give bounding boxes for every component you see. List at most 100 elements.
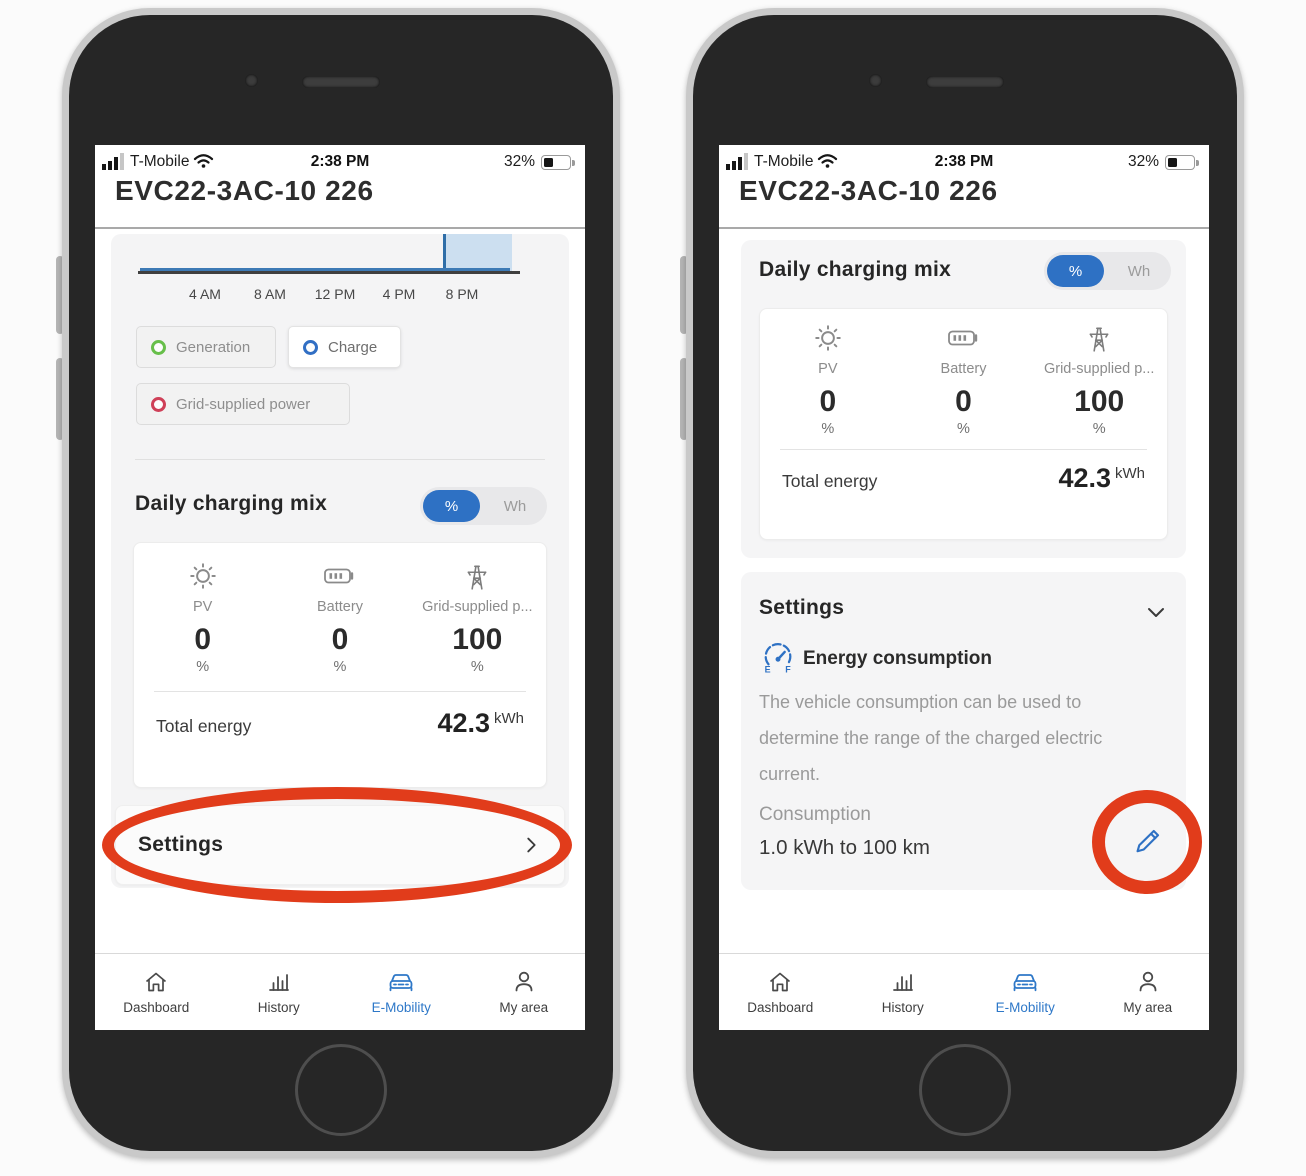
mix-value: 0: [955, 385, 972, 418]
sun-icon: [134, 559, 271, 593]
status-time: 2:38 PM: [934, 153, 994, 170]
nav-item-history[interactable]: History: [218, 954, 341, 1030]
mix-column-grid: Grid-supplied p... 100 %: [409, 559, 546, 675]
home-button: [919, 1044, 1011, 1136]
charge-dot-icon: [303, 339, 318, 355]
car-icon: [1013, 974, 1037, 992]
person-icon: [1139, 971, 1157, 992]
toggle-percent-option[interactable]: %: [1047, 255, 1104, 287]
right-screen: T-Mobile 2:38 PM 32% EVC22-3AC-10 226 Da…: [719, 145, 1209, 1030]
home-icon: [146, 972, 167, 992]
page-title: EVC22-3AC-10 226: [115, 175, 374, 206]
svg-text:F: F: [785, 665, 791, 675]
legend-label: Charge: [328, 338, 378, 356]
speaker-grille: [926, 76, 1004, 88]
nav-label: E-Mobility: [371, 1000, 431, 1015]
mix-unit: %: [1092, 421, 1106, 437]
energy-consumption-title: Energy consumption: [803, 648, 992, 669]
mix-value: 0: [819, 385, 837, 418]
section-divider: [135, 459, 545, 460]
card-divider: [154, 691, 526, 692]
mix-value: 0: [331, 623, 349, 656]
person-icon: [515, 971, 533, 992]
x-tick: 8 PM: [445, 286, 479, 302]
nav-item-history[interactable]: History: [842, 954, 965, 1030]
energy-consumption-description: The vehicle consumption can be used to d…: [759, 692, 1103, 784]
mix-value: 0: [194, 623, 211, 656]
daily-charging-mix-heading: Daily charging mix: [135, 492, 328, 515]
mix-label: Battery: [940, 361, 987, 377]
nav-item-my-area[interactable]: My area: [463, 954, 586, 1030]
mix-unit: %: [821, 421, 835, 437]
carrier-label: T-Mobile: [130, 153, 190, 170]
svg-text:E: E: [765, 665, 771, 675]
toggle-wh-option[interactable]: Wh: [1127, 262, 1151, 280]
legend-button-charge[interactable]: Charge: [288, 326, 401, 368]
chevron-down-icon[interactable]: [1144, 600, 1168, 624]
nav-label: History: [257, 1000, 300, 1015]
grid-dot-icon: [151, 396, 166, 412]
legend-button-grid-supplied-power[interactable]: Grid-supplied power: [136, 383, 350, 425]
signal-strength-icon: [726, 153, 748, 170]
daily-mix-section: Daily charging mix % Wh: [741, 240, 1186, 558]
left-phone: T-Mobile 2:38 PM 32% EVC22-3AC-10 226: [62, 8, 620, 1158]
chart-charge-edge: [443, 234, 446, 271]
battery-icon: [1165, 155, 1199, 170]
car-icon: [389, 974, 413, 992]
left-screen: T-Mobile 2:38 PM 32% EVC22-3AC-10 226: [95, 145, 585, 1030]
x-tick: 4 PM: [382, 286, 416, 302]
wifi-icon: [817, 154, 838, 168]
nav-item-emobility[interactable]: E-Mobility: [964, 954, 1087, 1030]
legend-label: Generation: [176, 338, 251, 356]
bottom-nav: Dashboard History: [95, 953, 585, 1030]
volume-up-button: [680, 256, 688, 334]
carrier-label: T-Mobile: [754, 153, 814, 170]
mix-unit: %: [333, 659, 347, 675]
mix-column-pv: PV 0 %: [134, 559, 271, 675]
mix-column-battery: Battery 0 %: [271, 559, 408, 675]
page-title: EVC22-3AC-10 226: [739, 175, 998, 206]
battery-icon: [896, 321, 1032, 355]
daily-mix-card: PV 0 %: [133, 542, 547, 788]
consumption-value: 1.0 kWh to 100 km: [759, 836, 930, 859]
battery-percent: 32%: [503, 153, 535, 170]
mix-unit: %: [196, 659, 210, 675]
nav-label: Dashboard: [123, 1000, 190, 1015]
status-bar: T-Mobile 2:38 PM 32%: [95, 145, 585, 175]
annotation-circle: [1092, 790, 1202, 894]
nav-item-my-area[interactable]: My area: [1087, 954, 1210, 1030]
x-tick: 4 AM: [189, 286, 221, 302]
legend-button-generation[interactable]: Generation: [136, 326, 276, 368]
total-energy-value: 42.3 kWh: [437, 708, 524, 738]
content-panel: 4 AM 8 AM 12 PM 4 PM 8 PM Generation Cha…: [111, 234, 569, 888]
daily-charging-mix-heading: Daily charging mix: [759, 258, 952, 281]
volume-down-button: [56, 358, 64, 440]
header-divider: [95, 227, 585, 229]
battery-percent: 32%: [1127, 153, 1159, 170]
daily-mix-card: PV 0 %: [759, 308, 1168, 540]
volume-down-button: [680, 358, 688, 440]
home-button: [295, 1044, 387, 1136]
toggle-wh-option[interactable]: Wh: [503, 497, 527, 515]
gauge-icon: E F: [765, 643, 792, 675]
mix-unit: %: [470, 659, 484, 675]
volume-up-button: [56, 256, 64, 334]
sun-icon: [760, 321, 896, 355]
grid-tower-icon: [409, 559, 546, 593]
right-phone: T-Mobile 2:38 PM 32% EVC22-3AC-10 226 Da…: [686, 8, 1244, 1158]
toggle-percent-option[interactable]: %: [423, 490, 480, 522]
nav-item-dashboard[interactable]: Dashboard: [95, 954, 218, 1030]
battery-icon: [541, 155, 575, 170]
status-bar: T-Mobile 2:38 PM 32%: [719, 145, 1209, 175]
total-energy-unit: kWh: [1115, 465, 1145, 482]
bar-chart-icon: [268, 974, 289, 991]
home-icon: [770, 972, 791, 992]
battery-icon: [271, 559, 408, 593]
unit-toggle: % Wh: [420, 487, 547, 525]
generation-dot-icon: [151, 339, 166, 355]
nav-item-dashboard[interactable]: Dashboard: [719, 954, 842, 1030]
total-energy-value: 42.3 kWh: [1058, 463, 1145, 493]
settings-heading: Settings: [759, 596, 845, 619]
nav-item-emobility[interactable]: E-Mobility: [340, 954, 463, 1030]
